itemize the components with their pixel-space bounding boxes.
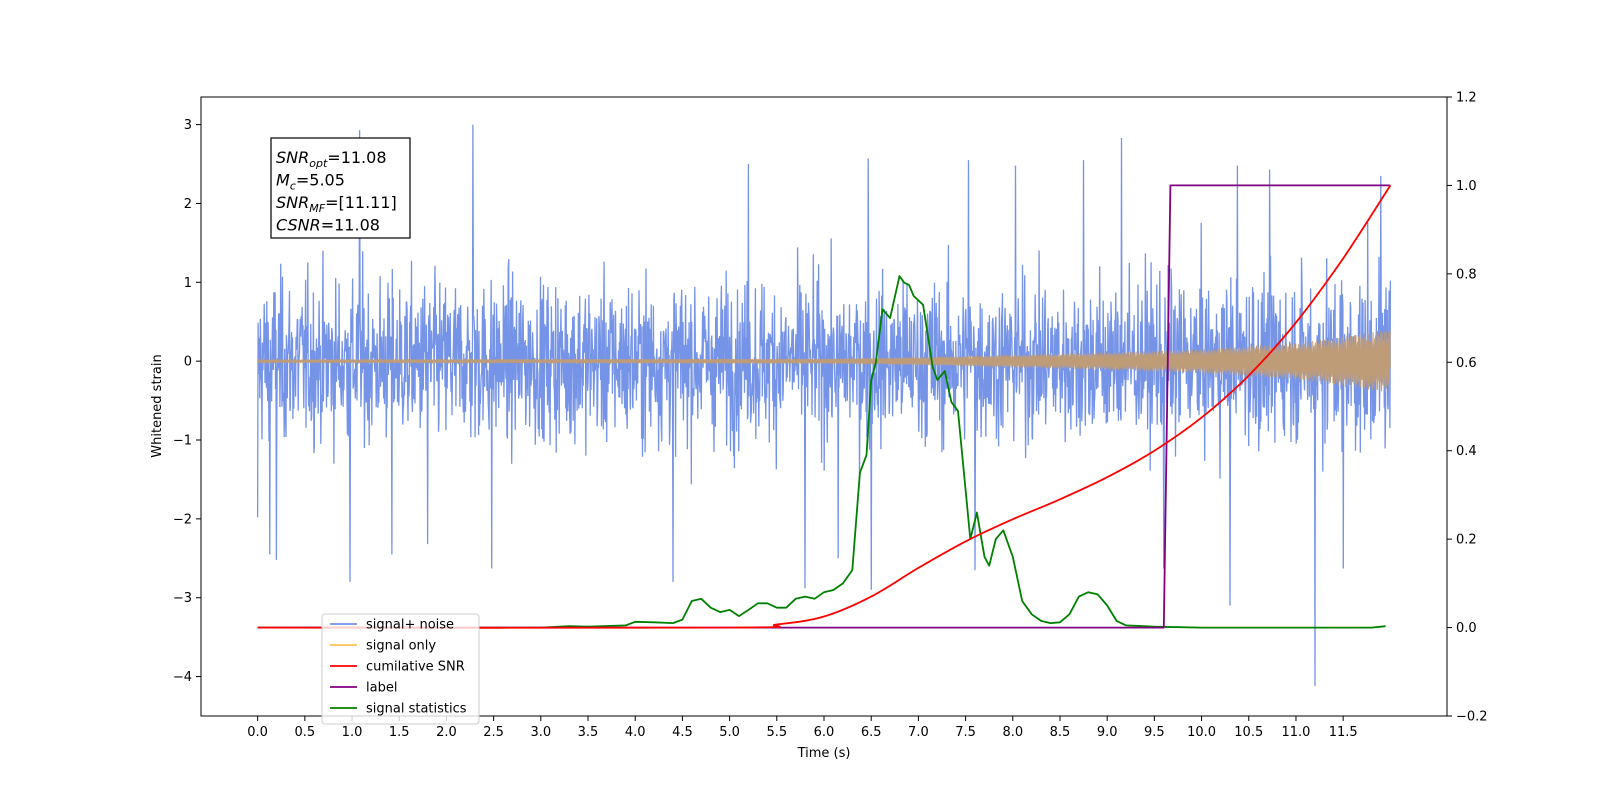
x-tick-label: 1.5 xyxy=(389,725,410,740)
x-axis: 0.0 0.5 1.0 1.5 2.0 2.5 3.0 3.5 4.0 4.5 5.0 5.5 6.0 6… xyxy=(247,716,1358,740)
legend-frame xyxy=(321,613,480,725)
series-cumulative-snr-line xyxy=(257,184,1392,629)
annotation-symbol: SNR xyxy=(276,148,309,167)
x-tick-label: 3.5 xyxy=(578,725,599,740)
annotation-subscript: c xyxy=(290,180,296,193)
x-tick-label: 11.5 xyxy=(1329,725,1358,740)
y-tick-label: 1 xyxy=(184,276,192,291)
annotation-line: SNRopt=11.08 xyxy=(276,148,387,170)
x-axis-label: Time (s) xyxy=(797,746,851,761)
annotation-value: =11.08 xyxy=(327,148,386,167)
legend-label: signal statistics xyxy=(366,702,467,717)
x-tick-label: 1.0 xyxy=(342,725,363,740)
legend-label: cumilative SNR xyxy=(366,660,465,675)
x-tick-label: 6.0 xyxy=(814,725,835,740)
x-tick-label: 10.5 xyxy=(1234,725,1263,740)
x-tick-label: 0.5 xyxy=(294,725,315,740)
x-tick-label: 4.5 xyxy=(672,725,693,740)
y2-tick-label: 0.6 xyxy=(1456,356,1477,371)
y-tick-label: 2 xyxy=(184,197,192,212)
annotation-box: SNRopt=11.08Mc=5.05SNRMF=[11.11]CSNR=11.… xyxy=(270,137,411,239)
y-tick-label: −4 xyxy=(173,670,192,685)
y2-tick-label: 0.0 xyxy=(1456,621,1477,636)
annotation-subscript: MF xyxy=(309,202,325,215)
x-tick-label: 5.5 xyxy=(766,725,787,740)
y-tick-label: 0 xyxy=(184,355,192,370)
x-tick-label: 5.0 xyxy=(719,725,740,740)
annotation-symbol: M xyxy=(276,171,290,190)
y2-tick-label: 0.2 xyxy=(1456,533,1477,548)
annotation-symbol: CSNR xyxy=(276,216,321,235)
y-axis-right: −0.2 0.0 0.2 0.4 0.6 0.8 1.0 1.2 xyxy=(1447,91,1488,725)
x-tick-label: 10.0 xyxy=(1187,725,1216,740)
annotation-value: =5.05 xyxy=(296,171,345,190)
x-tick-label: 9.0 xyxy=(1097,725,1118,740)
y-axis-left: −4 −3 −2 −1 0 1 2 3 xyxy=(173,118,201,685)
x-tick-label: 7.5 xyxy=(955,725,976,740)
annotation-line: SNRMF=[11.11] xyxy=(276,193,397,215)
legend: signal+ noise signal only cumilative SNR la… xyxy=(321,613,480,725)
series-signal-noise-line xyxy=(256,124,1392,687)
y-tick-label: 3 xyxy=(184,118,192,133)
y2-tick-label: −0.2 xyxy=(1456,710,1488,725)
x-tick-label: 9.5 xyxy=(1144,725,1165,740)
y2-tick-label: 0.8 xyxy=(1456,267,1477,282)
x-tick-label: 2.5 xyxy=(483,725,504,740)
plot-area xyxy=(256,124,1392,687)
x-tick-label: 0.0 xyxy=(247,725,268,740)
x-tick-label: 6.5 xyxy=(861,725,882,740)
x-tick-label: 7.0 xyxy=(908,725,929,740)
annotation-line: Mc=5.05 xyxy=(276,171,345,193)
annotation-symbol: SNR xyxy=(276,193,309,212)
x-tick-label: 11.0 xyxy=(1281,725,1310,740)
y-tick-label: −1 xyxy=(173,434,192,449)
y-tick-label: −3 xyxy=(173,591,192,606)
x-tick-label: 2.0 xyxy=(436,725,457,740)
y2-tick-label: 0.4 xyxy=(1456,444,1477,459)
annotation-line: CSNR=11.08 xyxy=(276,216,380,235)
x-tick-label: 8.0 xyxy=(1002,725,1023,740)
y2-tick-label: 1.0 xyxy=(1456,179,1477,194)
legend-label: label xyxy=(366,681,397,696)
annotation-value: =[11.11] xyxy=(325,193,397,212)
legend-label: signal only xyxy=(366,639,436,654)
y2-tick-label: 1.2 xyxy=(1456,91,1477,106)
x-tick-label: 3.0 xyxy=(530,725,551,740)
y-axis-label: Whitened strain xyxy=(150,354,165,457)
annotation-value: =11.08 xyxy=(321,216,380,235)
y-tick-label: −2 xyxy=(173,512,192,527)
legend-label: signal+ noise xyxy=(366,618,454,633)
x-tick-label: 4.0 xyxy=(625,725,646,740)
annotation-subscript: opt xyxy=(309,157,328,170)
x-tick-label: 8.5 xyxy=(1050,725,1071,740)
series-signal-statistics-line xyxy=(257,275,1386,629)
series-signal-only-line xyxy=(257,329,1391,393)
annotation-frame xyxy=(270,137,411,239)
